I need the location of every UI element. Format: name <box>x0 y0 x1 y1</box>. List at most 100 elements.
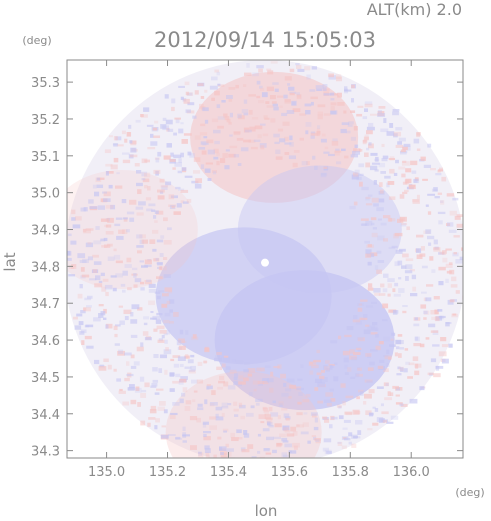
field-cell <box>266 378 274 383</box>
field-cell <box>414 336 419 341</box>
field-cell <box>137 189 142 195</box>
field-cell <box>435 173 442 176</box>
field-cell <box>84 335 92 340</box>
field-cell <box>110 164 118 170</box>
field-cell <box>405 264 413 270</box>
field-cell <box>272 103 278 107</box>
field-cell <box>266 105 274 108</box>
field-cell <box>154 220 158 223</box>
field-cell <box>343 419 351 423</box>
field-cell <box>441 344 449 348</box>
field-cell <box>262 378 269 384</box>
field-cell <box>204 448 211 454</box>
field-cell <box>153 354 159 359</box>
y-tick-label: 35.3 <box>31 76 60 91</box>
field-cell <box>320 173 327 178</box>
field-cell <box>422 178 428 181</box>
plot-border <box>66 59 464 459</box>
field-cell <box>425 204 429 207</box>
field-cell <box>357 303 364 306</box>
field-cell <box>376 417 384 422</box>
field-cell <box>366 380 373 383</box>
field-cell <box>198 452 204 458</box>
field-cell <box>224 165 230 170</box>
field-cell <box>269 387 274 393</box>
field-cell <box>279 138 286 143</box>
field-cell <box>172 167 176 170</box>
field-cell <box>113 254 121 260</box>
field-cell <box>334 362 338 366</box>
field-cell <box>159 401 166 406</box>
field-cell <box>394 232 403 237</box>
field-cell <box>217 386 224 390</box>
field-cell <box>150 317 157 320</box>
field-cell <box>263 448 270 452</box>
field-cell <box>349 349 355 354</box>
field-cell <box>331 416 338 420</box>
field-cell <box>160 185 169 188</box>
field-cell <box>365 196 371 200</box>
field-cell <box>330 398 336 402</box>
field-cell <box>394 282 399 287</box>
field-cell <box>386 362 390 367</box>
field-cell <box>330 98 335 101</box>
field-cell <box>115 260 123 264</box>
field-cell <box>270 371 274 377</box>
field-cell <box>104 284 113 290</box>
field-cell <box>185 109 191 113</box>
field-cell <box>230 432 235 438</box>
field-cell <box>150 133 154 138</box>
field-cell <box>402 146 408 151</box>
field-cell <box>214 357 222 362</box>
field-cell <box>305 461 310 464</box>
field-cell <box>416 194 420 200</box>
field-cell <box>351 443 357 448</box>
field-cell <box>277 415 281 420</box>
field-cell <box>196 417 202 423</box>
field-cell <box>365 197 370 201</box>
field-cell <box>410 293 418 297</box>
field-cell <box>123 217 128 220</box>
field-cell <box>283 427 289 432</box>
field-cell <box>302 399 310 403</box>
field-cell <box>215 355 220 360</box>
field-cell <box>189 416 198 421</box>
field-cell <box>219 375 225 380</box>
field-cell <box>314 417 318 423</box>
field-cell <box>204 445 210 450</box>
field-cell <box>171 106 175 112</box>
field-cell <box>330 415 335 421</box>
field-cell <box>71 217 76 221</box>
field-cell <box>156 276 163 279</box>
field-cell <box>306 161 310 165</box>
field-cell <box>211 390 216 396</box>
field-cell <box>222 428 229 432</box>
field-cell <box>184 366 192 369</box>
x-tick-label: 135.8 <box>332 465 369 480</box>
field-cell <box>371 232 378 238</box>
field-cell <box>281 408 288 411</box>
field-cell <box>221 100 226 103</box>
field-cell <box>284 99 291 104</box>
field-cell <box>223 355 229 358</box>
field-cell <box>423 310 428 315</box>
field-cell <box>158 266 163 271</box>
field-cell <box>344 89 352 92</box>
field-cell <box>371 222 375 226</box>
field-cell <box>284 136 289 142</box>
field-cell <box>216 71 221 76</box>
field-cell <box>217 436 222 440</box>
field-cell <box>173 312 179 317</box>
field-cell <box>151 209 156 212</box>
field-cell <box>114 343 120 346</box>
field-cell <box>361 186 369 191</box>
field-cell <box>133 361 140 366</box>
field-cell <box>431 269 436 273</box>
field-cell <box>289 135 293 141</box>
field-cell <box>219 446 223 451</box>
field-cell <box>323 399 332 403</box>
field-cell <box>179 398 184 404</box>
field-cell <box>276 443 282 447</box>
field-cell <box>124 316 129 321</box>
field-cell <box>403 368 408 373</box>
